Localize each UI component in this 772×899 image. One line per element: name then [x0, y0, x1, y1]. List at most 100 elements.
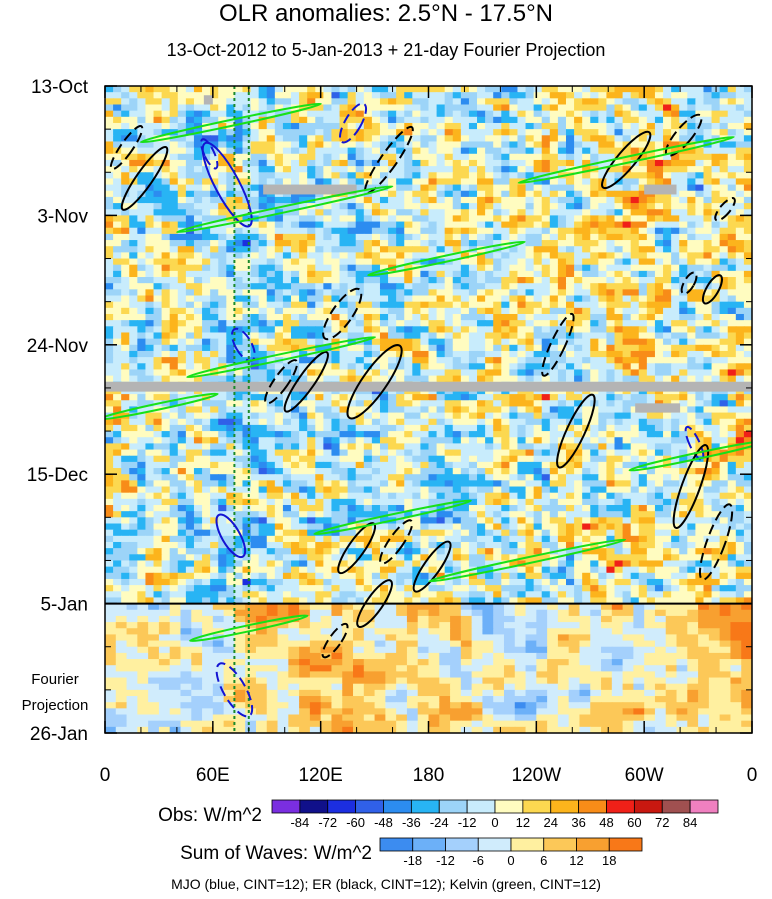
obs-cell: [113, 252, 122, 260]
obs-cell: [477, 313, 486, 321]
obs-cell: [533, 289, 543, 297]
obs-cell: [436, 424, 446, 432]
obs-cell: [218, 461, 227, 469]
obs-cell: [161, 178, 171, 186]
obs-cell: [517, 313, 527, 321]
obs-cell: [582, 110, 591, 118]
obs-cell: [258, 277, 268, 284]
obs-cell: [234, 338, 244, 346]
obs-cell: [663, 344, 672, 352]
obs-cell: [266, 301, 276, 309]
obs-cell: [679, 196, 688, 204]
obs-cell: [347, 406, 357, 414]
obs-cell: [493, 196, 502, 204]
obs-cell: [274, 283, 284, 290]
obs-cell: [460, 424, 470, 432]
obs-cell: [331, 412, 341, 420]
obs-cell: [339, 252, 349, 260]
obs-cell: [485, 394, 494, 401]
obs-cell: [331, 147, 341, 155]
obs-cell: [153, 110, 163, 118]
obs-cell: [420, 313, 430, 321]
obs-cell: [161, 98, 171, 106]
obs-cell: [598, 196, 608, 204]
obs-cell: [242, 289, 252, 297]
obs-cell: [695, 184, 705, 192]
obs-cell: [743, 437, 752, 444]
obs-cell: [743, 295, 752, 303]
obs-cell: [533, 394, 543, 401]
obs-cell: [557, 141, 567, 149]
obs-cell: [468, 418, 478, 426]
obs-cell: [363, 357, 373, 364]
obs-cell: [525, 431, 535, 438]
obs-cell: [121, 240, 130, 247]
obs-cell: [606, 369, 616, 377]
obs-cell: [695, 246, 705, 253]
obs-cell: [347, 357, 357, 364]
obs-cell: [291, 166, 300, 173]
obs-cell: [185, 98, 195, 106]
obs-cell: [517, 184, 527, 192]
obs-cell: [687, 122, 696, 130]
obs-cell: [582, 406, 591, 414]
obs-cell: [622, 270, 632, 278]
obs-cell: [444, 196, 454, 204]
obs-cell: [444, 394, 454, 401]
obs-cell: [307, 258, 316, 266]
obs-cell: [145, 215, 155, 223]
obs-cell: [606, 184, 616, 192]
obs-cell: [646, 172, 656, 180]
obs-cell: [177, 295, 187, 303]
obs-cell: [185, 141, 195, 149]
obs-cell: [307, 116, 316, 124]
obs-cell: [242, 129, 252, 136]
obs-cell: [719, 98, 729, 106]
obs-cell: [129, 344, 138, 352]
obs-cell: [679, 418, 688, 426]
obs-cell: [460, 375, 470, 383]
obs-cell: [679, 227, 688, 235]
obs-cell: [493, 116, 502, 124]
obs-cell: [404, 184, 413, 192]
obs-cell: [331, 98, 341, 106]
obs-cell: [388, 116, 397, 124]
obs-cell: [485, 301, 494, 309]
obs-cell: [274, 264, 284, 272]
obs-cell: [646, 424, 656, 432]
obs-cell: [121, 270, 130, 278]
obs-cell: [242, 461, 252, 469]
obs-cell: [598, 233, 608, 241]
obs-cell: [291, 449, 300, 457]
obs-cell: [501, 449, 510, 457]
obs-cell: [177, 153, 187, 161]
obs-cell: [711, 246, 721, 253]
obs-cell: [193, 252, 203, 260]
obs-cell: [727, 424, 737, 432]
obs-cell: [582, 350, 591, 358]
obs-cell: [169, 110, 179, 118]
obs-cell: [703, 295, 713, 303]
obs-cell: [371, 258, 381, 266]
obs-cell: [614, 357, 624, 364]
obs-cell: [663, 264, 672, 272]
obs-cell: [663, 215, 672, 223]
obs-cell: [493, 221, 502, 229]
obs-cell: [307, 431, 316, 438]
obs-cell: [671, 196, 680, 204]
obs-cell: [444, 332, 454, 340]
obs-cell: [695, 129, 705, 136]
obs-cell: [169, 363, 179, 371]
obs-cell: [210, 431, 219, 438]
obs-cell: [646, 246, 656, 253]
obs-cell: [711, 431, 721, 438]
obs-cell: [307, 394, 316, 401]
obs-cell: [355, 166, 365, 173]
obs-cell: [436, 357, 446, 364]
obs-cell: [185, 252, 195, 260]
obs-cell: [347, 320, 357, 327]
obs-cell: [622, 295, 632, 303]
obs-cell: [250, 431, 260, 438]
obs-cell: [735, 98, 745, 106]
obs-cell: [727, 357, 737, 364]
